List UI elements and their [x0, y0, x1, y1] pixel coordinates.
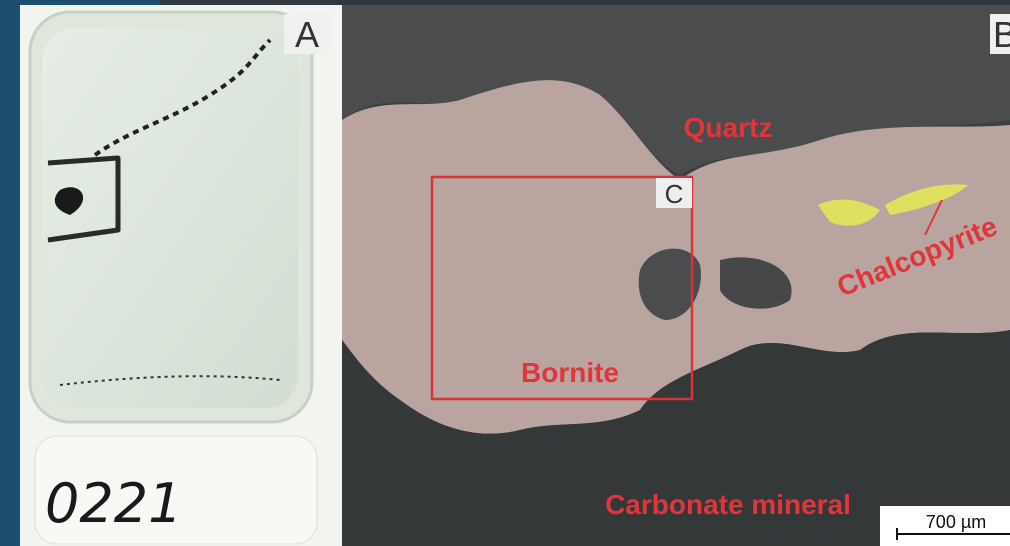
panel-b: C B Quartz Bornite Carbonate mineral Cha…: [342, 5, 1010, 546]
panel-label: B: [993, 14, 1010, 55]
panel-label: A: [295, 14, 319, 55]
sample-id: 0221: [45, 472, 182, 535]
scale-bar-label: 700 µm: [926, 512, 986, 532]
figure: 0221 A C B Quartz Bornite Carbonate mine…: [0, 0, 1010, 546]
annotation: Bornite: [521, 357, 619, 388]
panel-a: 0221 A: [20, 5, 342, 546]
inset-label: C: [665, 179, 684, 209]
page: {"panel_a": {"label": "A", "sample_id": …: [0, 0, 1010, 546]
annotation: Carbonate mineral: [605, 489, 851, 520]
top-strip: [160, 0, 1010, 5]
slide-glass: [42, 28, 298, 408]
annotation: Quartz: [684, 112, 773, 143]
